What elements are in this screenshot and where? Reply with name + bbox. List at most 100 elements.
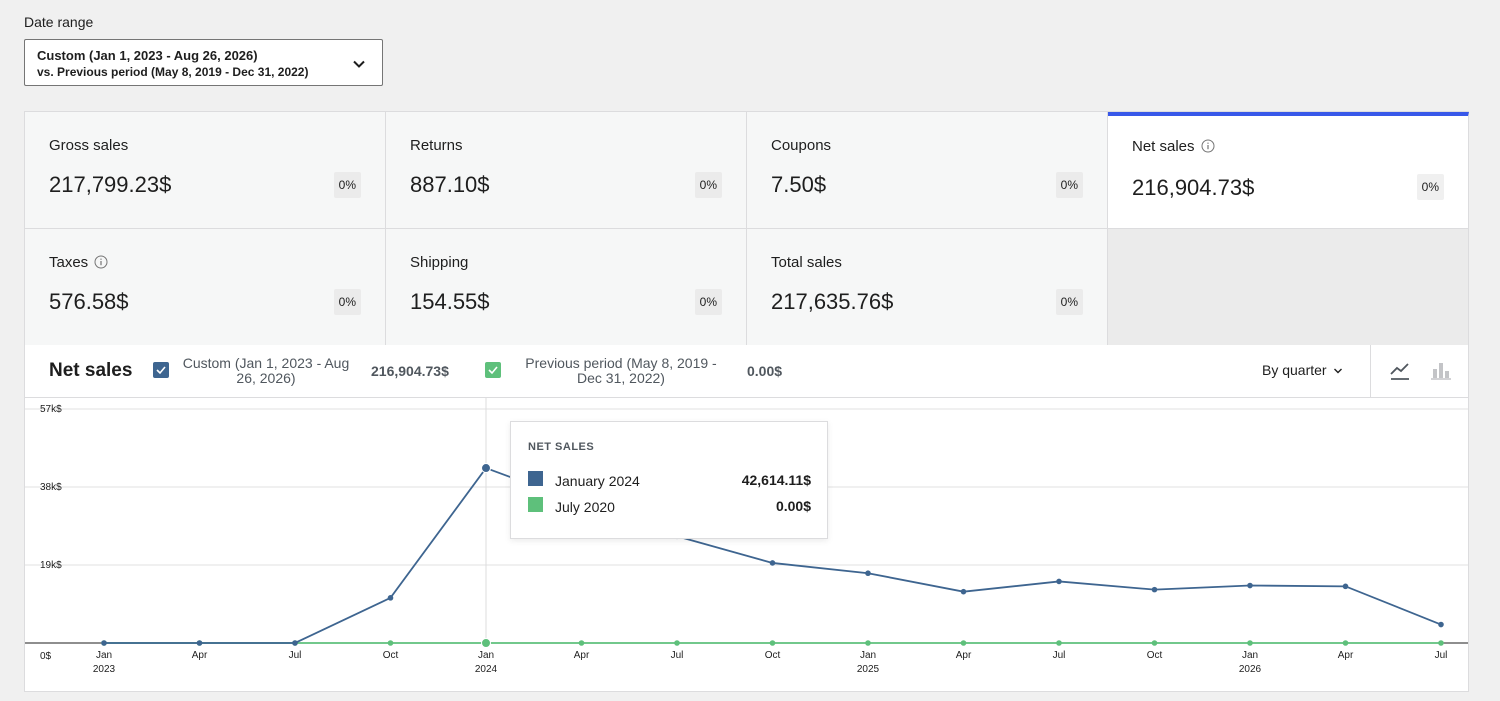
previous-data-point xyxy=(578,640,585,646)
previous-data-point xyxy=(1151,640,1158,646)
previous-series-total: 0.00$ xyxy=(747,363,783,379)
stat-delta-badge: 0% xyxy=(694,172,722,198)
interval-select[interactable]: By quarter xyxy=(1262,362,1343,378)
stat-delta-badge: 0% xyxy=(1055,172,1083,198)
primary-data-point xyxy=(1342,583,1349,590)
x-tick-label: Apr xyxy=(192,650,208,661)
primary-data-point xyxy=(292,640,298,646)
tooltip-row-label: January 2024 xyxy=(555,473,640,489)
x-tick-year-label: 2024 xyxy=(475,664,498,675)
previous-data-point xyxy=(1247,640,1253,646)
stat-coupons[interactable]: Coupons 7.50$ 0% xyxy=(747,112,1108,229)
stat-value: 7.50$ xyxy=(771,172,827,197)
info-icon[interactable] xyxy=(94,255,108,269)
x-tick-label: Jul xyxy=(1435,650,1448,661)
previous-data-point xyxy=(481,638,491,648)
x-tick-year-label: 2023 xyxy=(93,664,116,675)
previous-data-point xyxy=(960,640,967,646)
x-tick-year-label: 2025 xyxy=(857,664,880,675)
stat-label: Net sales xyxy=(1132,138,1215,155)
previous-data-point xyxy=(865,640,871,646)
stat-value: 217,635.76$ xyxy=(771,289,894,314)
y-tick-label: 38k$ xyxy=(40,482,62,493)
stat-label: Coupons xyxy=(771,137,832,154)
previous-data-point xyxy=(674,640,680,646)
stat-delta-badge: 0% xyxy=(1416,174,1444,200)
chart-title: Net sales xyxy=(49,360,133,381)
x-tick-label: Jan xyxy=(478,650,494,661)
stat-taxes[interactable]: Taxes 576.58$ 0% xyxy=(25,229,386,346)
primary-series-checkbox[interactable] xyxy=(153,362,169,378)
previous-data-point xyxy=(1342,640,1349,646)
stat-net-sales[interactable]: Net sales 216,904.73$ 0% xyxy=(1108,112,1469,229)
x-tick-label: Apr xyxy=(956,650,972,661)
x-tick-label: Jul xyxy=(671,650,684,661)
x-tick-label: Jul xyxy=(1053,650,1066,661)
stat-label: Total sales xyxy=(771,254,842,271)
primary-data-point xyxy=(1247,582,1253,589)
y-tick-label: 19k$ xyxy=(40,560,62,571)
stat-value: 216,904.73$ xyxy=(1132,175,1255,200)
previous-series-checkbox[interactable] xyxy=(485,362,501,378)
line-chart-icon[interactable] xyxy=(1389,359,1411,381)
stat-delta-badge: 0% xyxy=(333,289,361,315)
y-tick-label: 0$ xyxy=(40,651,52,662)
x-tick-label: Jan xyxy=(1242,650,1258,661)
tooltip-swatch-previous xyxy=(528,497,543,512)
tooltip-row-label: July 2020 xyxy=(555,499,615,515)
y-tick-label: 57k$ xyxy=(40,404,62,415)
previous-data-point xyxy=(1438,640,1444,646)
stat-total-sales[interactable]: Total sales 217,635.76$ 0% xyxy=(747,229,1108,346)
chart-type-divider xyxy=(1370,345,1371,397)
x-tick-label: Apr xyxy=(1338,650,1354,661)
date-range-primary: Custom (Jan 1, 2023 - Aug 26, 2026) xyxy=(37,48,258,63)
bar-chart-icon[interactable] xyxy=(1430,359,1452,381)
stat-label: Taxes xyxy=(49,254,108,271)
primary-data-point xyxy=(387,595,394,601)
primary-series-label: Custom (Jan 1, 2023 - Aug 26, 2026) xyxy=(182,355,350,386)
chart-tooltip: NET SALES January 2024 42,614.11$ July 2… xyxy=(510,421,828,539)
x-tick-label: Jul xyxy=(289,650,302,661)
stat-delta-badge: 0% xyxy=(333,172,361,198)
check-icon xyxy=(488,366,498,375)
primary-data-point xyxy=(196,640,203,646)
info-icon[interactable] xyxy=(1201,139,1215,153)
interval-select-label: By quarter xyxy=(1262,362,1327,378)
tooltip-row-value: 42,614.11$ xyxy=(741,472,811,488)
date-range-select[interactable]: Custom (Jan 1, 2023 - Aug 26, 2026) vs. … xyxy=(24,39,383,86)
stat-delta-badge: 0% xyxy=(1055,289,1083,315)
tooltip-title: NET SALES xyxy=(528,441,595,453)
stat-label: Shipping xyxy=(410,254,469,271)
summary-stats-grid: Gross sales 217,799.23$ 0% Returns 887.1… xyxy=(24,111,1469,346)
primary-data-point xyxy=(101,640,107,646)
date-range-label: Date range xyxy=(24,14,94,30)
stat-delta-badge: 0% xyxy=(694,289,722,315)
x-tick-label: Jan xyxy=(860,650,876,661)
primary-series-total: 216,904.73$ xyxy=(371,363,449,379)
stat-returns[interactable]: Returns 887.10$ 0% xyxy=(386,112,747,229)
stat-value: 887.10$ xyxy=(410,172,490,197)
previous-data-point xyxy=(769,640,776,646)
stat-value: 154.55$ xyxy=(410,289,490,314)
chart-panel: Net sales Custom (Jan 1, 2023 - Aug 26, … xyxy=(24,345,1469,692)
stat-label-text: Taxes xyxy=(49,254,89,271)
chevron-down-icon xyxy=(353,60,365,68)
x-tick-label: Oct xyxy=(1147,650,1163,661)
previous-series-label: Previous period (May 8, 2019 - Dec 31, 2… xyxy=(525,355,717,386)
date-range-comparison: vs. Previous period (May 8, 2019 - Dec 3… xyxy=(37,65,309,79)
primary-data-point xyxy=(960,588,967,595)
primary-data-point xyxy=(1438,621,1444,628)
tooltip-row-value: 0.00$ xyxy=(775,498,811,514)
stat-label: Returns xyxy=(410,137,463,154)
chart-header: Net sales Custom (Jan 1, 2023 - Aug 26, … xyxy=(25,345,1468,398)
tooltip-swatch-primary xyxy=(528,471,543,486)
primary-data-point xyxy=(1056,578,1062,585)
stat-label: Gross sales xyxy=(49,137,129,154)
stat-value: 217,799.23$ xyxy=(49,172,172,197)
stat-shipping[interactable]: Shipping 154.55$ 0% xyxy=(386,229,747,346)
check-icon xyxy=(156,366,166,375)
stat-gross-sales[interactable]: Gross sales 217,799.23$ 0% xyxy=(25,112,386,229)
primary-data-point xyxy=(481,463,491,474)
primary-data-point xyxy=(769,560,776,566)
primary-data-point xyxy=(865,570,871,577)
